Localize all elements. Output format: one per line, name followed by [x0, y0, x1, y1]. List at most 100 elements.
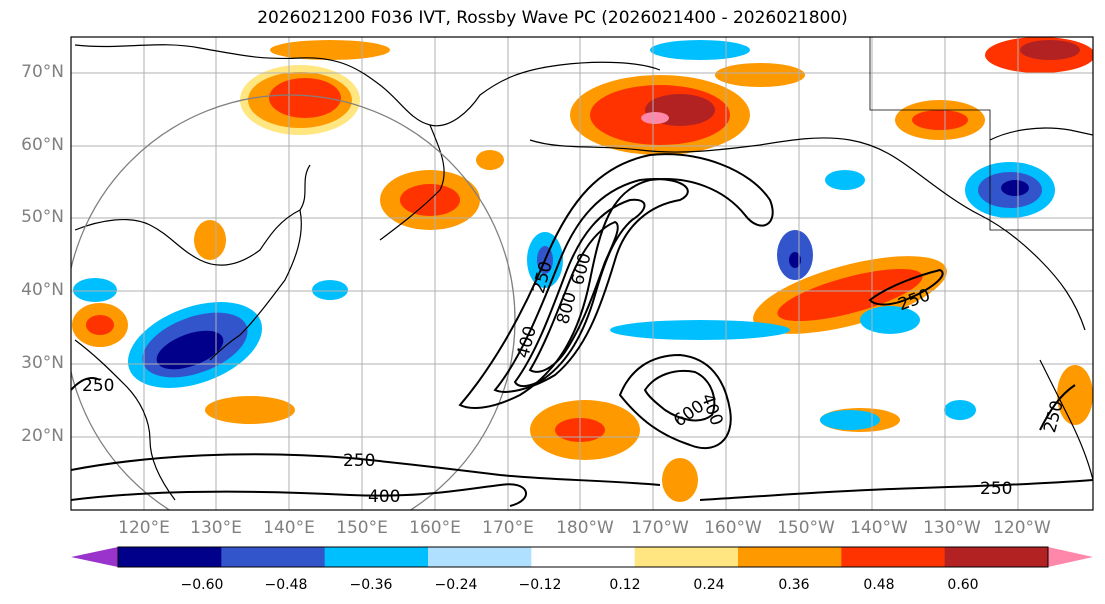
anomaly-neg-10 — [312, 280, 348, 300]
anomaly-pos-2d — [641, 112, 669, 124]
contour-label-250: 250 — [980, 479, 1012, 499]
contour-250-ne — [868, 268, 944, 306]
contour-label-250: 250 — [343, 451, 375, 471]
kamchatka-coast — [379, 124, 445, 241]
colorbar-cell — [221, 547, 326, 567]
baja-coast — [1039, 359, 1093, 481]
contour-400-south — [71, 483, 527, 507]
colorbar-tick: 0.36 — [778, 577, 810, 593]
anomaly-pos-6b — [1020, 40, 1080, 60]
colorbar-frame — [117, 546, 1049, 568]
lon-label: 120°E — [118, 518, 170, 538]
colorbar-tick: −0.48 — [264, 577, 308, 593]
japan-coast — [209, 209, 302, 361]
coastlines — [74, 37, 1093, 501]
anomaly-neg-12 — [825, 170, 865, 190]
lon-label: 180°W — [556, 518, 614, 538]
colorbar-tick: −0.12 — [518, 577, 562, 593]
contour-250-jet — [458, 153, 774, 409]
lon-label: 120°W — [993, 518, 1051, 538]
alaska-coast — [529, 137, 1086, 331]
anomaly-neg-6 — [73, 278, 117, 302]
colorbar — [71, 546, 1093, 568]
anomaly-pos-11b — [86, 315, 114, 335]
anomaly-neg-1c — [156, 330, 224, 370]
colorbar-tick: −0.36 — [349, 577, 393, 593]
lon-label: 160°W — [704, 518, 762, 538]
colorbar-tick: 0.12 — [609, 577, 641, 593]
anomaly-neg-4 — [610, 320, 790, 340]
anomaly-pos-16 — [476, 150, 504, 170]
anomaly-neg-2c — [1001, 180, 1029, 196]
anomaly-pos-7 — [715, 63, 805, 87]
asia-east-coast — [74, 164, 311, 266]
contour-250-south — [71, 453, 661, 486]
lat-label: 20°N — [21, 426, 64, 446]
lon-label: 170°E — [482, 518, 534, 538]
lon-label: 150°W — [777, 518, 835, 538]
contour-label-400: 400 — [368, 487, 400, 507]
lat-label: 60°N — [21, 135, 64, 155]
gridlines — [71, 37, 1093, 510]
anomaly-pos-1c — [269, 78, 341, 118]
political-borders — [869, 37, 1093, 231]
colorbar-cell — [118, 547, 222, 567]
contour-400-low — [618, 353, 732, 450]
anomaly-pos-13 — [1057, 365, 1093, 425]
colorbar-cell — [634, 547, 739, 567]
lon-label: 150°E — [336, 518, 388, 538]
colorbar-cell — [324, 547, 429, 567]
lon-label: 170°W — [631, 518, 689, 538]
map-frame — [70, 36, 1094, 511]
contour-label-250: 250 — [82, 376, 114, 396]
colorbar-tick: 0.60 — [947, 577, 979, 593]
negative-anomalies — [73, 40, 1055, 430]
map-field: 250 250 400 250 600 800 400 600 400 250 … — [71, 37, 1093, 510]
contour-600-low — [643, 370, 716, 422]
anomaly-neg-9 — [650, 40, 750, 60]
contour-400-jet — [493, 178, 689, 393]
colorbar-arrow-high — [1048, 547, 1093, 567]
anomaly-pos-10 — [205, 396, 295, 424]
colorbar-tick: −0.60 — [180, 577, 224, 593]
anomaly-neg-8 — [820, 410, 880, 430]
colorbar-arrow-low — [71, 547, 118, 567]
ivt-contours — [71, 153, 1093, 507]
lat-label: 70°N — [21, 62, 64, 82]
anomaly-pos-15 — [194, 220, 226, 260]
lat-label: 30°N — [21, 353, 64, 373]
contour-600-jet — [513, 198, 646, 388]
china-coast — [74, 339, 176, 501]
lat-label: 40°N — [21, 280, 64, 300]
colorbar-cell — [428, 547, 532, 567]
anomaly-pos-8 — [270, 40, 390, 60]
anomaly-pos-5b — [912, 110, 968, 130]
rossby-wave-circle — [71, 94, 516, 510]
contour-250-se — [1039, 384, 1076, 431]
colorbar-cell — [944, 547, 1049, 567]
anomaly-pos-14 — [662, 458, 698, 502]
colorbar-tick: 0.48 — [863, 577, 895, 593]
lat-label: 50°N — [21, 207, 64, 227]
asia-north-coast — [74, 44, 661, 127]
canada-coast — [989, 127, 1093, 141]
contour-250-east — [699, 479, 1093, 501]
colorbar-cell — [531, 547, 636, 567]
lon-label: 130°E — [190, 518, 242, 538]
colorbar-cell — [841, 547, 946, 567]
contour-800-jet — [528, 220, 619, 373]
map-title: 2026021200 F036 IVT, Rossby Wave PC (202… — [257, 8, 848, 28]
anomaly-neg-3b — [789, 252, 801, 268]
lon-label: 160°E — [409, 518, 461, 538]
colorbar-tick: 0.24 — [693, 577, 725, 593]
contour-250-west — [71, 377, 101, 391]
anomaly-neg-11 — [944, 400, 976, 420]
anomaly-neg-7 — [860, 306, 920, 334]
lon-label: 140°E — [263, 518, 315, 538]
lon-label: 140°W — [850, 518, 908, 538]
anomaly-pos-4b — [777, 268, 923, 322]
colorbar-cells — [118, 547, 1049, 567]
colorbar-cell — [738, 547, 842, 567]
positive-anomalies — [72, 37, 1093, 502]
